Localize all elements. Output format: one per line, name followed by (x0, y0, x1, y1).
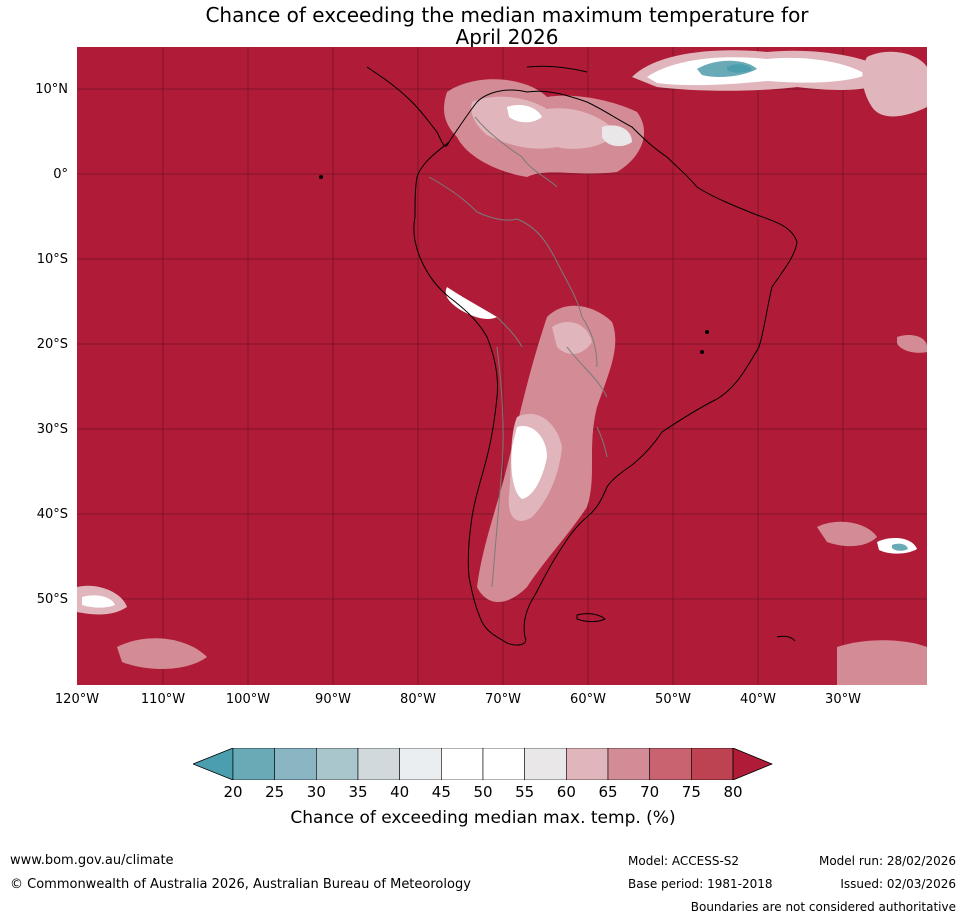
footer-copyright: © Commonwealth of Australia 2026, Austra… (10, 877, 471, 892)
colorbar-tick-label: 45 (431, 783, 451, 801)
coastline-caribbean-islands (526, 65, 588, 73)
colorbar-segments (232, 748, 734, 780)
lat-label-10n: 10°N (35, 82, 68, 97)
coastline-south-georgia (776, 635, 796, 642)
lon-label-80w: 80°W (400, 692, 436, 707)
border-colombia-peru (428, 176, 518, 221)
patch-south-atlantic-blue2 (892, 543, 908, 551)
colorbar-tick-label: 30 (306, 783, 326, 801)
colorbar-label: Chance of exceeding median max. temp. (%… (290, 808, 676, 828)
footer-model: Model: ACCESS-S2 (628, 854, 740, 868)
lon-label-50w: 50°W (655, 692, 691, 707)
colorbar-segment (357, 748, 400, 780)
patch-peru-coast (445, 287, 497, 320)
patch-southwest-white (82, 595, 115, 608)
colorbar-segment (316, 748, 359, 780)
title-line-2: April 2026 (455, 25, 559, 49)
border-brazil-west (516, 218, 583, 318)
country-borders (428, 116, 608, 588)
patch-atlantic-north-white (647, 57, 867, 86)
map-title: Chance of exceeding the median maximum t… (77, 4, 937, 48)
lat-label-10s: 10°S (36, 252, 68, 267)
lon-label-110w: 110°W (140, 692, 186, 707)
patch-south-atlantic-e (817, 521, 877, 547)
colorbar-tick-label: 80 (723, 783, 743, 801)
patch-guyana-white (602, 125, 632, 147)
coastlines (366, 65, 798, 646)
patch-north-white (507, 105, 542, 123)
map-svg (77, 47, 927, 685)
footer-issued: Issued: 02/03/2026 (840, 877, 956, 891)
patch-south-pacific (117, 638, 207, 669)
lon-label-100w: 100°W (225, 692, 271, 707)
colorbar-tick-label: 50 (473, 783, 493, 801)
lon-label-30w: 30°W (825, 692, 861, 707)
border-peru-bolivia (496, 316, 523, 348)
small-islands (319, 175, 709, 354)
forecast-map (77, 47, 927, 685)
border-paraguay (566, 346, 608, 398)
colorbar-tick-label: 75 (681, 783, 701, 801)
lat-label-50s: 50°S (36, 592, 68, 607)
lat-label-30s: 30°S (36, 422, 68, 437)
lat-label-20s: 20°S (36, 337, 68, 352)
footer-model-run: Model run: 28/02/2026 (818, 854, 956, 868)
colorbar-segment (649, 748, 692, 780)
border-venezuela-colombia (474, 116, 558, 188)
colorbar-segment (566, 748, 609, 780)
colorbar-tick-label: 40 (390, 783, 410, 801)
colorbar-tick-label: 20 (223, 783, 243, 801)
patch-southeast-corner (837, 640, 927, 685)
island-atlantic-1 (705, 330, 709, 334)
colorbar-tick-label: 60 (556, 783, 576, 801)
lon-label-70w: 70°W (485, 692, 521, 707)
footer-website[interactable]: www.bom.gov.au/climate (10, 853, 174, 868)
colorbar-segment (691, 748, 734, 780)
colorbar-segment (274, 748, 317, 780)
coastline-falklands (576, 613, 606, 623)
lon-label-40w: 40°W (740, 692, 776, 707)
lon-label-60w: 60°W (570, 692, 606, 707)
colorbar-segment (232, 748, 275, 780)
colorbar-tick-label: 35 (348, 783, 368, 801)
island-galapagos (319, 175, 323, 179)
footer-base-period: Base period: 1981-2018 (628, 877, 773, 891)
colorbar-tick-label: 25 (265, 783, 285, 801)
lat-label-40s: 40°S (36, 507, 68, 522)
probability-patches (77, 50, 927, 685)
patch-argentina-white (511, 426, 547, 499)
coastline-central-america (366, 66, 450, 147)
patch-bolivia-light (552, 322, 592, 354)
colorbar-tick-label: 55 (515, 783, 535, 801)
colorbar-segment (441, 748, 484, 780)
colorbar (193, 748, 773, 780)
lon-label-90w: 90°W (315, 692, 351, 707)
title-line-1: Chance of exceeding the median maximum t… (205, 3, 809, 27)
patch-south-atlantic-mid (897, 335, 927, 353)
patch-atlantic-ne (862, 51, 927, 117)
lat-label-0: 0° (53, 167, 68, 182)
footer-disclaimer: Boundaries are not considered authoritat… (690, 900, 956, 914)
lon-label-120w: 120°W (54, 692, 100, 707)
colorbar-tick-label: 65 (598, 783, 618, 801)
colorbar-high-extend (732, 748, 773, 780)
colorbar-tick-label: 70 (640, 783, 660, 801)
border-argentina-uruguay (596, 426, 608, 458)
patch-atlantic-north-blue2 (727, 64, 752, 73)
colorbar-segment (607, 748, 650, 780)
island-atlantic-2 (700, 350, 704, 354)
colorbar-segment (524, 748, 567, 780)
coastline-south-america (413, 89, 798, 646)
colorbar-segment (482, 748, 525, 780)
colorbar-segment (399, 748, 442, 780)
colorbar-low-extend (193, 748, 234, 780)
border-chile-argentina (491, 346, 504, 588)
border-bolivia-brazil (581, 316, 598, 368)
